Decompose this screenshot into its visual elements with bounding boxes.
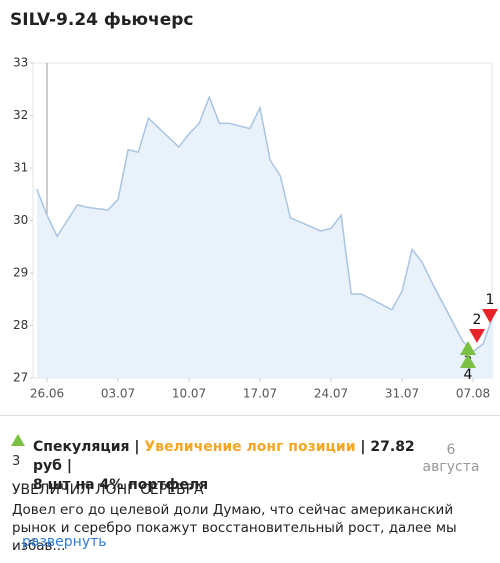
x-tick-label: 26.06 [30, 387, 64, 401]
x-tick-label: 31.07 [385, 387, 419, 401]
trade-marker [460, 341, 476, 355]
post-amount: 8 шт на 4% портфеля [33, 477, 209, 493]
expand-link[interactable]: развернуть [22, 534, 107, 550]
x-tick-label: 10.07 [172, 387, 206, 401]
separator: | [66, 458, 72, 474]
trade-marker-label: 4 [464, 367, 473, 383]
area [36, 97, 494, 378]
y-tick-label: 32 [13, 108, 28, 122]
x-tick-label: 24.07 [314, 387, 348, 401]
post-month: августа [422, 459, 480, 475]
post-type: Спекуляция [33, 439, 130, 455]
trade-marker [482, 309, 498, 323]
trade-marker [460, 354, 476, 368]
post-number: 3 [12, 454, 21, 469]
chart: 27 28 29 30 31 32 33 26.06 03.07 10.07 17.07 24.07 3… [13, 56, 498, 401]
line [36, 95, 494, 353]
y-tick-label: 28 [13, 318, 28, 332]
post-price: 27.82 руб [33, 439, 415, 474]
post-action: Увеличение лонг позиции [144, 439, 356, 455]
y-tick-label: 33 [13, 56, 28, 70]
y-tick-label: 31 [13, 161, 28, 175]
trade-marker [469, 329, 485, 343]
buy-icon [11, 434, 25, 446]
trade-marker-label: 1 [486, 292, 495, 308]
post: 3 Спекуляция | Увеличение лонг позиции |… [0, 415, 500, 554]
x-tick-label: 03.07 [101, 387, 135, 401]
post-head: Спекуляция | Увеличение лонг позиции | 2… [33, 438, 433, 495]
instrument-title: SILV-9.24 фьючерс [10, 10, 194, 30]
post-text: Довел его до целевой доли Думаю, что сей… [12, 502, 457, 554]
separator: | [360, 439, 366, 455]
y-tick-label: 30 [13, 213, 28, 227]
x-tick-label: 17.07 [243, 387, 277, 401]
y-tick-label: 29 [13, 266, 28, 280]
post-headline: УВЕЛИЧИЛ ЛОНГ СЕРЕБРА [12, 482, 204, 498]
separator: | [134, 439, 140, 455]
x-tick-label: 07.08 [456, 387, 490, 401]
y-tick-label: 27 [13, 371, 28, 385]
post-date: 6 августа [416, 442, 486, 476]
trade-marker-label: 2 [473, 312, 482, 328]
post-day: 6 [446, 442, 456, 458]
